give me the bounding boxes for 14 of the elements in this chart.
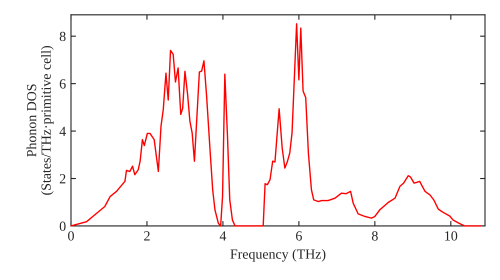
line-series [70, 23, 482, 227]
x-tick-label: 2 [144, 231, 150, 240]
x-tick-label: 10 [445, 231, 458, 241]
x-tick-label: 8 [372, 231, 378, 241]
x-tick-label: 6 [296, 231, 302, 241]
x-axis-title: Frequency (THz) [230, 248, 326, 262]
y-axis-title: Phonon DOS (States/THz·primitive cell) [26, 46, 54, 195]
x-tick-label: 0 [68, 231, 74, 241]
y-tick-label: 8 [60, 32, 66, 42]
y-tick-label: 6 [60, 79, 66, 89]
y-tick-label: 2 [60, 174, 66, 184]
x-tick-label: 4 [220, 231, 226, 240]
y-tick-label: 0 [60, 222, 66, 231]
y-tick-label: 4 [59, 126, 66, 136]
